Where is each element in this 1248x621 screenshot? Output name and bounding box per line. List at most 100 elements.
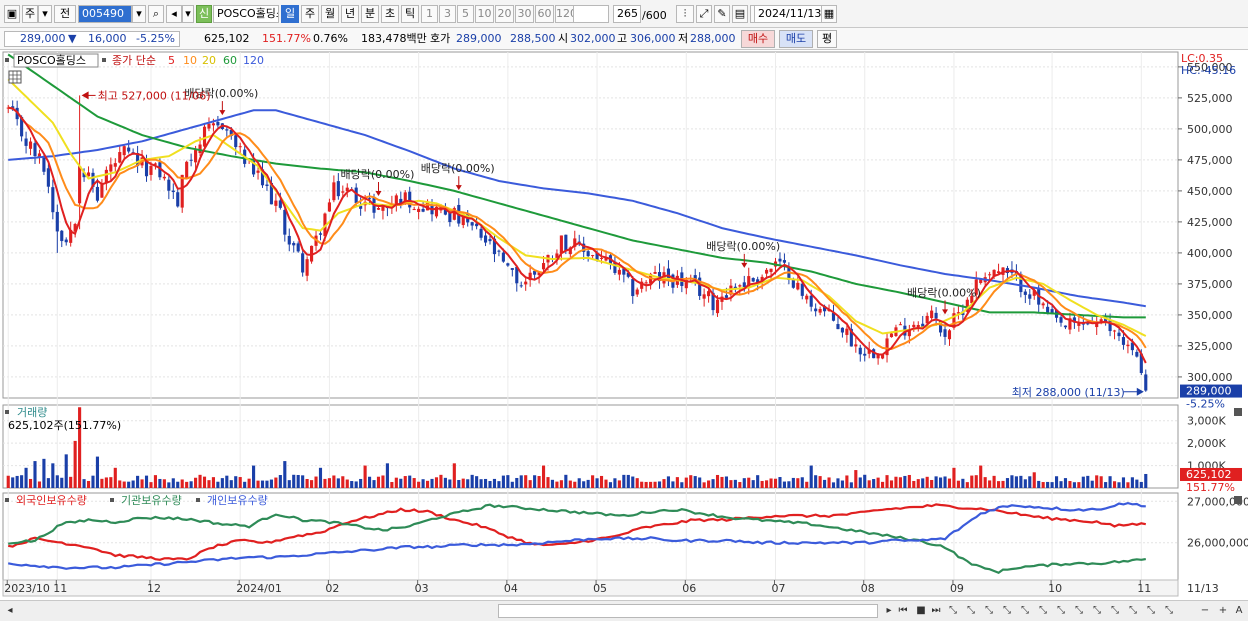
buy-button[interactable]: 매수	[741, 30, 775, 48]
x-tick-label-8: 06	[682, 582, 696, 595]
font-size-icon[interactable]: A	[1235, 605, 1243, 616]
zoom-in-icon[interactable]: +	[1218, 605, 1228, 616]
zoom-tool-13-icon[interactable]: ⤡	[1165, 605, 1173, 616]
period-dropdown[interactable]: 주	[22, 5, 38, 23]
hc-label: HC:-45.16	[1181, 64, 1236, 77]
candle-27	[127, 140, 131, 154]
speaker-icon[interactable]: ◂	[166, 5, 182, 23]
zoom-tool-12-icon[interactable]: ⤡	[1147, 605, 1155, 616]
chart-type-icon[interactable]: ⫶	[676, 5, 694, 23]
zoom-out-icon[interactable]: −	[1200, 605, 1210, 616]
window-menu-icon[interactable]: ▣	[4, 5, 20, 23]
x-tick-label-2: 12	[147, 582, 161, 595]
volume-last-label: 625,102	[1186, 468, 1232, 481]
volume-bar-242	[1086, 475, 1090, 488]
tab-period-0[interactable]: 일	[281, 5, 299, 23]
minute-button-0[interactable]: 1	[421, 5, 438, 23]
minute-button-1[interactable]: 3	[439, 5, 456, 23]
tab-period-3[interactable]: 년	[341, 5, 359, 23]
stock-chart[interactable]: 550,000 525,000 500,000 475,000 450,000 425,0…	[0, 50, 1248, 600]
candle-body-67	[305, 259, 309, 276]
tab-period-5[interactable]: 초	[381, 5, 399, 23]
zoom-tool-4-icon[interactable]: ⤡	[1003, 605, 1011, 616]
stock-code-input[interactable]: 005490	[78, 5, 132, 23]
date-input[interactable]: 2024/11/13	[754, 5, 822, 23]
quote-price: 289,000	[20, 32, 66, 45]
zoom-tool-8-icon[interactable]: ⤡	[1075, 605, 1083, 616]
scroll-left-icon[interactable]: ◂	[7, 605, 13, 616]
edit-icon[interactable]: ✎	[714, 5, 730, 23]
scroll-thumb[interactable]	[498, 604, 878, 618]
volume-bar-228	[1023, 479, 1027, 488]
eval-button[interactable]: 평	[817, 30, 837, 48]
volume-bar-193	[867, 480, 871, 488]
search-icon[interactable]: ⌕	[148, 5, 164, 23]
volume-bar-223	[1001, 480, 1005, 488]
volume-bar-235	[1054, 476, 1059, 488]
stop-icon[interactable]: ■	[916, 605, 926, 616]
zoom-tool-5-icon[interactable]: ⤡	[1021, 605, 1029, 616]
last-icon[interactable]: ⏭	[931, 605, 941, 616]
prev-button[interactable]: 전	[54, 5, 76, 23]
volume-bar-125	[564, 474, 568, 488]
candle-body-47	[216, 121, 220, 126]
zoom-tool-7-icon[interactable]: ⤡	[1057, 605, 1065, 616]
tab-period-6[interactable]: 틱	[401, 5, 419, 23]
quote-bar: 289,000 ▼ 16,000 -5.25% 625,102 151.77% 0.76% 1…	[0, 28, 1248, 50]
calendar-icon[interactable]: ▦	[821, 5, 837, 23]
candle-body-142	[640, 281, 644, 289]
speaker-dropdown-arrow-icon[interactable]: ▾	[182, 5, 194, 23]
minute-button-2[interactable]: 5	[457, 5, 474, 23]
minute-button-5[interactable]: 30	[515, 5, 534, 23]
minute-button-3[interactable]: 10	[475, 5, 494, 23]
candle-12	[60, 229, 64, 248]
zoom-tool-2-icon[interactable]: ⤡	[967, 605, 975, 616]
volume-bar-80	[363, 465, 367, 488]
volume-bar-18	[86, 480, 91, 488]
sell-button[interactable]: 매도	[779, 30, 813, 48]
period-dropdown-arrow-icon[interactable]: ▾	[38, 5, 52, 23]
candle-body-19	[91, 172, 95, 187]
code-dropdown-arrow-icon[interactable]: ▾	[132, 5, 146, 23]
scroll-right-icon[interactable]: ▸	[886, 605, 892, 616]
candle-body-92	[417, 208, 421, 212]
zoom-tool-9-icon[interactable]: ⤡	[1093, 605, 1101, 616]
volume-bar-127	[573, 481, 577, 488]
zoom-tool-6-icon[interactable]: ⤡	[1039, 605, 1047, 616]
volume-bar-202	[907, 474, 911, 488]
candle-18	[86, 166, 91, 177]
minute-button-6[interactable]: 60	[535, 5, 554, 23]
zoom-tool-11-icon[interactable]: ⤡	[1129, 605, 1137, 616]
candle-body-232	[1041, 303, 1045, 306]
candle-25	[118, 146, 122, 164]
first-icon[interactable]: ⏮	[898, 605, 908, 616]
holdings-close-icon	[1234, 496, 1242, 504]
candle-49	[225, 126, 229, 137]
tab-period-2[interactable]: 월	[321, 5, 339, 23]
candle-213	[956, 305, 960, 320]
scroll-bar[interactable]: ◂ ▸ ⏮ ■ ⏭ ⤡ ⤡ ⤡ ⤡ ⤡ ⤡ ⤡ ⤡ ⤡ ⤡ ⤡ ⤡ ⤡ − + A	[0, 600, 1248, 621]
zoom-tool-10-icon[interactable]: ⤡	[1111, 605, 1119, 616]
price-tick-label-5: 425,000	[1187, 216, 1233, 229]
candle-body-247	[1108, 320, 1112, 332]
candle-87	[394, 193, 398, 212]
save-icon[interactable]: ▤	[732, 5, 748, 23]
minute-button-4[interactable]: 20	[495, 5, 514, 23]
compare-icon[interactable]: ⤢	[696, 5, 712, 23]
candle-207	[930, 305, 934, 322]
candle-138	[622, 267, 626, 283]
candle-body-9	[46, 168, 50, 187]
count-input[interactable]: 265	[613, 5, 641, 23]
tab-period-4[interactable]: 분	[361, 5, 379, 23]
candle-body-60	[274, 200, 278, 206]
candle-155	[698, 272, 702, 300]
minute-custom-input[interactable]	[573, 5, 609, 23]
volume-bar-146	[657, 481, 662, 488]
volume-bar-109	[492, 478, 497, 488]
zoom-tool-3-icon[interactable]: ⤡	[985, 605, 993, 616]
volume-bar-117	[528, 480, 532, 488]
tab-period-1[interactable]: 주	[301, 5, 319, 23]
zoom-tool-1-icon[interactable]: ⤡	[949, 605, 957, 616]
candle-body-152	[684, 280, 688, 289]
candle-body-251	[1126, 344, 1130, 347]
